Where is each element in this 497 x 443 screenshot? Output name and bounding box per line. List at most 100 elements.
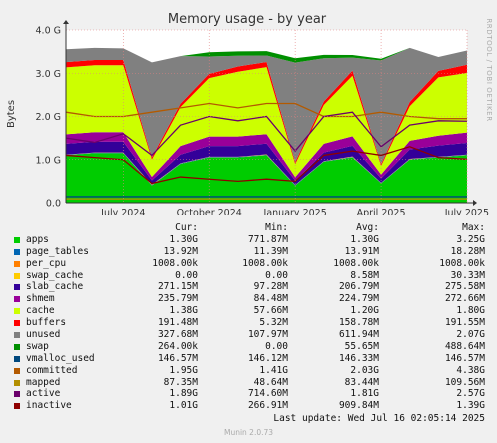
munin-version: Munin 2.0.73 bbox=[223, 428, 274, 437]
x-tick-label: July 2024 bbox=[100, 208, 145, 215]
legend-swatch bbox=[14, 332, 20, 339]
legend-cur-value: 1008.00k bbox=[152, 257, 198, 269]
x-axis-arrow bbox=[473, 200, 477, 206]
y-tick-label: 4.0 G bbox=[36, 26, 62, 37]
line-active bbox=[65, 111, 468, 157]
legend-min-value: 146.12M bbox=[247, 352, 288, 364]
legend-swatch bbox=[14, 320, 20, 327]
header-avg: Avg: bbox=[356, 222, 379, 233]
line-committed bbox=[65, 102, 467, 120]
legend-series-name: buffers bbox=[26, 317, 67, 329]
legend-swatch bbox=[14, 343, 20, 350]
legend-min-value: 48.64M bbox=[253, 376, 288, 388]
legend-cur-value: 87.35M bbox=[163, 376, 198, 388]
legend-avg-value: 611.94M bbox=[338, 329, 379, 341]
legend-row-buffers: buffers 191.48M 5.32M 158.78M 191.55M bbox=[12, 317, 490, 329]
area-cache bbox=[66, 65, 467, 178]
y-tick-label: 3.0 G bbox=[36, 69, 62, 80]
legend-cur-value: 0.00 bbox=[175, 269, 198, 281]
legend-min-value: 11.39M bbox=[253, 245, 288, 257]
area-swap bbox=[66, 47, 467, 63]
legend-series-name: vmalloc_used bbox=[26, 352, 95, 364]
legend-max-value: 488.64M bbox=[444, 340, 485, 352]
area-shmem bbox=[66, 132, 467, 181]
area-unused bbox=[66, 47, 467, 165]
legend-cur-value: 1.30G bbox=[169, 233, 198, 245]
legend-cur-value: 327.68M bbox=[157, 329, 198, 341]
legend-max-value: 109.56M bbox=[444, 376, 485, 388]
y-tick-label: 1.0 G bbox=[36, 155, 62, 166]
memory-chart: Memory usage - by year Bytes RRDTOOL / T… bbox=[6, 12, 493, 215]
legend-row-apps: apps 1.30G 771.87M 1.30G 3.25G bbox=[12, 234, 490, 246]
legend-max-value: 4.38G bbox=[456, 364, 485, 376]
legend-avg-value: 1.81G bbox=[350, 388, 379, 400]
legend-row-vmalloc-used: vmalloc_used 146.57M 146.12M 146.33M 146.57M bbox=[12, 353, 490, 365]
legend-avg-value: 909.84M bbox=[338, 400, 379, 412]
legend-series-name: cache bbox=[26, 305, 55, 317]
legend-avg-value: 146.33M bbox=[338, 352, 379, 364]
legend-min-value: 0.00 bbox=[265, 340, 288, 352]
legend-min-value: 5.32M bbox=[259, 317, 288, 329]
legend-max-value: 275.58M bbox=[444, 281, 485, 293]
legend-swatch bbox=[14, 248, 20, 255]
legend-row-shmem: shmem 235.79M 84.48M 224.79M 272.66M bbox=[12, 293, 490, 305]
legend-row-inactive: inactive 1.01G 266.91M 909.84M 1.39G bbox=[12, 400, 490, 412]
header-cur: Cur: bbox=[175, 222, 198, 233]
legend-series-name: page_tables bbox=[26, 245, 89, 257]
legend-series-name: swap_cache bbox=[26, 269, 84, 281]
legend-swatch bbox=[14, 367, 20, 374]
legend-row-swap-cache: swap_cache 0.00 0.00 8.58M 30.33M bbox=[12, 270, 490, 282]
last-update: Last update: Wed Jul 16 02:05:14 2025 bbox=[273, 413, 485, 424]
legend-avg-value: 1008.00k bbox=[333, 257, 379, 269]
y-tick-label: 2.0 G bbox=[36, 112, 62, 123]
legend-swatch bbox=[14, 284, 20, 291]
legend-row-page-tables: page_tables 13.92M 11.39M 13.91M 18.28M bbox=[12, 246, 490, 258]
legend-cur-value: 235.79M bbox=[157, 293, 198, 305]
legend-row-slab-cache: slab_cache 271.15M 97.28M 206.79M 275.58M bbox=[12, 281, 490, 293]
legend-avg-value: 1.30G bbox=[350, 233, 379, 245]
area-apps bbox=[66, 153, 467, 203]
legend-avg-value: 2.03G bbox=[350, 364, 379, 376]
legend-avg-value: 8.58M bbox=[350, 269, 379, 281]
legend-row-active: active 1.89G 714.60M 1.81G 2.57G bbox=[12, 388, 490, 400]
legend-cur-value: 1.38G bbox=[169, 305, 198, 317]
legend-swatch bbox=[14, 355, 20, 362]
legend-swatch bbox=[14, 403, 20, 410]
legend-series-name: per_cpu bbox=[26, 257, 67, 269]
legend-swatch bbox=[14, 260, 20, 267]
legend-series-name: shmem bbox=[26, 293, 55, 305]
legend-series-name: active bbox=[26, 388, 61, 400]
x-tick-label: January 2025 bbox=[263, 208, 327, 215]
legend-swatch bbox=[14, 236, 20, 243]
legend-swatch bbox=[14, 272, 20, 279]
legend-table: Cur: Min: Avg: Max: apps 1.30G 771.87M 1.30… bbox=[12, 222, 490, 412]
legend-min-value: 97.28M bbox=[253, 281, 288, 293]
legend-cur-value: 264.00k bbox=[157, 340, 198, 352]
legend-series-name: slab_cache bbox=[26, 281, 84, 293]
legend-series-name: mapped bbox=[26, 376, 61, 388]
legend-max-value: 1.80G bbox=[456, 305, 485, 317]
x-tick-label: April 2025 bbox=[357, 208, 406, 215]
legend-max-value: 18.28M bbox=[450, 245, 485, 257]
legend-avg-value: 224.79M bbox=[338, 293, 379, 305]
legend-avg-value: 83.44M bbox=[344, 376, 379, 388]
legend-min-value: 771.87M bbox=[247, 233, 288, 245]
legend-series-name: swap bbox=[26, 340, 49, 352]
legend-cur-value: 191.48M bbox=[157, 317, 198, 329]
legend-series-name: committed bbox=[26, 364, 78, 376]
legend-avg-value: 206.79M bbox=[338, 281, 379, 293]
legend-header-row: Cur: Min: Avg: Max: bbox=[12, 222, 490, 234]
y-tick-label: 0.0 bbox=[46, 199, 61, 210]
legend-cur-value: 1.89G bbox=[169, 388, 198, 400]
legend-max-value: 191.55M bbox=[444, 317, 485, 329]
legend-cur-value: 271.15M bbox=[157, 281, 198, 293]
legend-row-committed: committed 1.95G 1.41G 2.03G 4.38G bbox=[12, 365, 490, 377]
legend-min-value: 0.00 bbox=[265, 269, 288, 281]
legend-swatch bbox=[14, 296, 20, 303]
legend-avg-value: 158.78M bbox=[338, 317, 379, 329]
legend-swatch bbox=[14, 308, 20, 315]
legend-cur-value: 1.01G bbox=[169, 400, 198, 412]
legend-min-value: 1.41G bbox=[259, 364, 288, 376]
legend-max-value: 146.57M bbox=[444, 352, 485, 364]
legend-min-value: 107.97M bbox=[247, 329, 288, 341]
